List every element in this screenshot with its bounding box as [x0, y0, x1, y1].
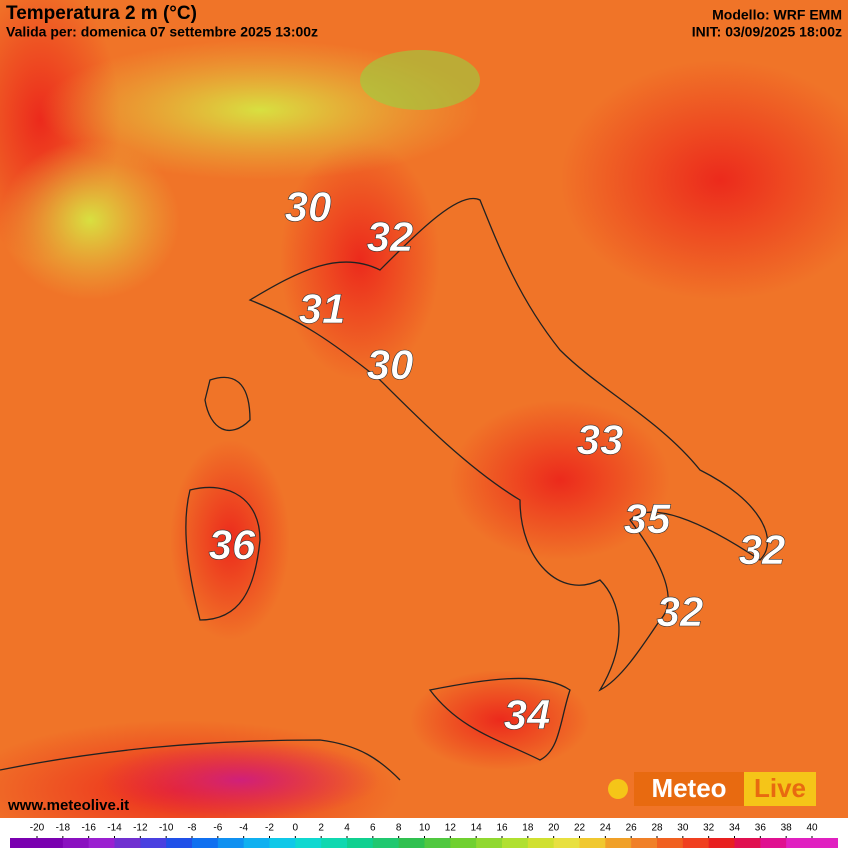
colorbar-tick-label: -4 — [239, 823, 248, 834]
colorbar-segment — [605, 838, 632, 848]
logo-box — [744, 772, 816, 806]
colorbar-segment — [347, 838, 374, 848]
colorbar-segment — [166, 838, 193, 848]
temperature-label: 36 — [209, 521, 256, 568]
colorbar-segment — [786, 838, 813, 848]
colorbar-segment — [321, 838, 348, 848]
model: Modello: WRF EMM — [712, 7, 842, 23]
colorbar-tick-label: 20 — [548, 823, 560, 834]
colorbar-segment — [657, 838, 684, 848]
colorbar-segment — [140, 838, 167, 848]
logo-box — [634, 772, 744, 806]
colorbar-segment — [708, 838, 735, 848]
colorbar-tick-label: -20 — [30, 823, 45, 834]
colorbar-segment — [37, 838, 64, 848]
colorbar-tick-label: 4 — [344, 823, 350, 834]
colorbar-segment — [62, 838, 90, 848]
colorbar-tick-label: 14 — [471, 823, 483, 834]
website: www.meteolive.it — [7, 797, 129, 814]
colorbar-tick-label: -2 — [265, 823, 274, 834]
colorbar-segment — [269, 838, 296, 848]
colorbar-tick-label: -12 — [133, 823, 148, 834]
colorbar-tick-label: 0 — [293, 823, 299, 834]
colorbar-tick-label: 16 — [496, 823, 508, 834]
logo-right: Live — [754, 773, 806, 803]
colorbar-tick-label: 32 — [703, 823, 715, 834]
logo-sun — [608, 779, 628, 799]
temperature-label: 30 — [367, 341, 414, 388]
logo: Meteo Live — [608, 772, 816, 806]
colorbar-tick-label: 2 — [318, 823, 324, 834]
colorbar-segment — [812, 838, 838, 848]
colorbar-segment — [10, 838, 37, 848]
temperature-label: 35 — [624, 495, 671, 542]
colorbar-tick-label: -6 — [213, 823, 222, 834]
colorbar-segment — [682, 838, 710, 848]
colorbar-tick-label: 28 — [651, 823, 663, 834]
colorbar-tick-label: 34 — [729, 823, 741, 834]
colorbar-tick-label: 12 — [445, 823, 457, 834]
colorbar-segment — [424, 838, 451, 848]
colorbar-tick-label: 22 — [574, 823, 586, 834]
logo-left: Meteo — [651, 773, 726, 803]
colorbar-segment — [760, 838, 787, 848]
colorbar-segment — [527, 838, 555, 848]
temperature-label: 32 — [367, 213, 414, 260]
temperature-label: 30 — [285, 183, 332, 230]
colorbar-segment — [450, 838, 477, 848]
colorbar-segment — [372, 838, 400, 848]
colorbar-segment — [88, 838, 115, 848]
colorbar-tick-label: 10 — [419, 823, 431, 834]
colorbar-segment — [553, 838, 580, 848]
title: Temperatura 2 m (°C) — [6, 3, 197, 24]
header: Temperatura 2 m (°C) Valida per: domenic… — [6, 3, 842, 40]
temperature-label: 31 — [299, 285, 346, 332]
colorbar-segment — [192, 838, 219, 848]
colorbar-segment — [217, 838, 245, 848]
colorbar-tick-label: -16 — [81, 823, 96, 834]
colorbar-tick-label: 36 — [755, 823, 767, 834]
colorbar-segment — [114, 838, 141, 848]
colorbar-tick-label: 8 — [396, 823, 402, 834]
colorbar-segment — [502, 838, 529, 848]
colorbar-tick-label: 40 — [806, 823, 818, 834]
colorbar-tick-label: 6 — [370, 823, 376, 834]
temperature-label: 32 — [657, 588, 704, 635]
colorbar-tick-label: 24 — [600, 823, 612, 834]
colorbar-segment — [579, 838, 606, 848]
colorbar-tick-label: -14 — [107, 823, 122, 834]
colorbar-tick-label: -8 — [188, 823, 197, 834]
colorbar-segment — [295, 838, 322, 848]
colorbar-tick-label: -18 — [56, 823, 71, 834]
colorbar-tick-label: 18 — [522, 823, 534, 834]
colorbar-segment — [243, 838, 270, 848]
colorbar-tick-label: -10 — [159, 823, 174, 834]
coastlines — [0, 197, 769, 781]
init: INIT: 03/09/2025 18:00z — [692, 24, 842, 40]
temperature-label: 33 — [577, 416, 624, 463]
colorbar-segment — [631, 838, 658, 848]
subtitle: Valida per: domenica 07 settembre 2025 1… — [6, 24, 318, 40]
temperature-label: 32 — [739, 526, 786, 573]
colorbar-tick-label: 26 — [626, 823, 638, 834]
temperature-label: 34 — [504, 691, 551, 738]
colorbar-segment — [734, 838, 761, 848]
colorbar-segment — [398, 838, 425, 848]
colorbar-tick-label: 30 — [677, 823, 689, 834]
colorbar-tick-label: 38 — [781, 823, 793, 834]
colorbar-segment — [476, 838, 503, 848]
